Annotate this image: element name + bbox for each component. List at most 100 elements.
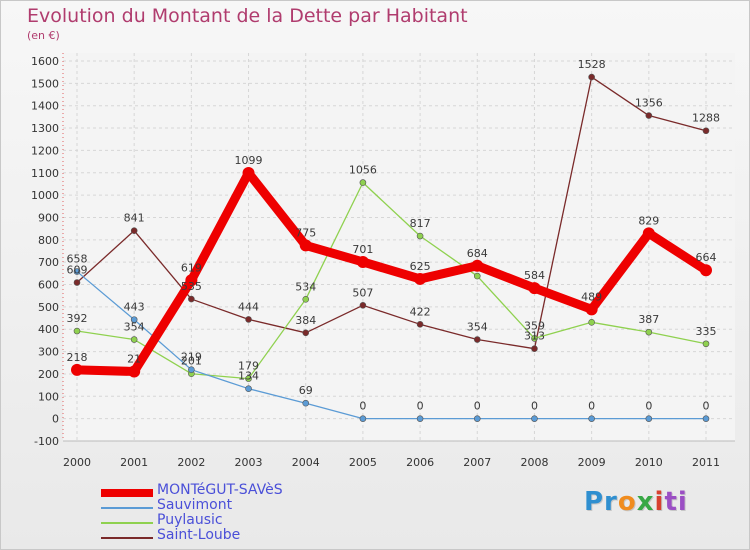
- y-tick-label: 600: [38, 279, 59, 292]
- data-label: 0: [703, 400, 710, 413]
- y-tick-label: 300: [38, 346, 59, 359]
- data-label: 701: [352, 243, 373, 256]
- data-point: [245, 385, 252, 392]
- data-label: 0: [417, 400, 424, 413]
- x-tick-label: 2011: [692, 456, 720, 469]
- data-point: [702, 415, 710, 422]
- data-point: [359, 302, 367, 309]
- legend-swatch: [101, 489, 153, 497]
- data-label: 354: [467, 321, 488, 334]
- data-label: 335: [696, 325, 717, 338]
- y-tick-label: 0: [52, 413, 59, 426]
- data-point: [645, 112, 653, 119]
- data-label: 359: [524, 319, 545, 332]
- data-point: [416, 321, 424, 328]
- legend-label: Puylausic: [157, 512, 223, 528]
- x-tick-label: 2007: [463, 456, 491, 469]
- data-label: 1056: [349, 164, 377, 177]
- x-tick-label: 2010: [635, 456, 663, 469]
- data-label: 387: [638, 313, 659, 326]
- series-line: [76, 181, 707, 380]
- data-point: [242, 166, 255, 179]
- data-label: 534: [295, 280, 316, 293]
- data-label: 507: [352, 286, 373, 299]
- data-label: 841: [124, 212, 145, 225]
- data-label: 201: [181, 355, 202, 368]
- y-tick-label: 1300: [31, 122, 59, 135]
- data-point: [473, 272, 481, 280]
- y-tick-label: 100: [38, 390, 59, 403]
- data-point: [71, 363, 83, 376]
- data-point: [588, 319, 595, 326]
- data-label: 1356: [635, 97, 663, 110]
- data-label: 354: [124, 321, 145, 334]
- data-label: 489: [581, 290, 602, 303]
- data-point: [130, 336, 138, 343]
- data-point: [188, 295, 195, 303]
- plot-area: [63, 53, 735, 441]
- legend-swatch: [101, 507, 153, 509]
- data-label: 443: [124, 301, 145, 314]
- data-label: 0: [474, 400, 481, 413]
- data-point: [188, 366, 195, 373]
- y-tick-label: 800: [38, 234, 59, 247]
- data-point: [128, 365, 141, 378]
- x-tick-label: 2005: [349, 456, 377, 469]
- data-point: [299, 239, 312, 252]
- y-tick-label: 400: [38, 323, 59, 336]
- data-point: [528, 282, 541, 295]
- proxiti-logo: Proxiti: [584, 487, 688, 517]
- series-line: [72, 168, 711, 376]
- data-point: [302, 329, 310, 337]
- x-tick-label: 2009: [578, 456, 606, 469]
- data-point: [356, 255, 369, 268]
- data-point: [73, 268, 81, 275]
- data-point: [585, 303, 598, 316]
- data-point: [302, 295, 310, 303]
- data-label: 684: [467, 247, 488, 260]
- data-label: 179: [238, 360, 259, 373]
- x-tick-label: 2008: [520, 456, 548, 469]
- data-label: 0: [359, 400, 366, 413]
- legend-label: Sauvimont: [157, 497, 233, 513]
- x-tick-label: 2002: [177, 456, 205, 469]
- data-label: 619: [181, 261, 202, 274]
- data-point: [473, 336, 481, 343]
- y-tick-label: 700: [38, 256, 59, 269]
- x-tick-label: 2000: [63, 456, 91, 469]
- chart-unit-label: (en €): [27, 29, 60, 42]
- data-point: [702, 127, 710, 135]
- data-label: 664: [696, 251, 717, 264]
- y-tick-label: 500: [38, 301, 59, 314]
- data-point: [531, 345, 538, 352]
- data-point: [531, 335, 538, 342]
- data-point: [642, 227, 655, 240]
- y-tick-label: 200: [38, 368, 59, 381]
- legend-label: MONTéGUT-SAVèS: [157, 482, 283, 498]
- data-point: [185, 274, 198, 287]
- legend-swatch: [101, 522, 153, 524]
- x-tick-label: 2001: [120, 456, 148, 469]
- x-tick-label: 2004: [292, 456, 320, 469]
- y-tick-label: 1000: [31, 189, 59, 202]
- data-point: [416, 415, 424, 422]
- data-label: 584: [524, 269, 545, 282]
- data-label: 384: [295, 314, 316, 327]
- data-point: [473, 415, 481, 422]
- data-label: 313: [524, 330, 545, 343]
- data-label: 0: [645, 400, 652, 413]
- data-point: [588, 415, 595, 422]
- data-label: 625: [410, 260, 431, 273]
- y-tick-label: 900: [38, 211, 59, 224]
- data-label: 817: [410, 217, 431, 230]
- data-label: 21: [127, 352, 141, 365]
- data-label: 422: [410, 305, 431, 318]
- data-point: [645, 415, 653, 422]
- y-tick-label: 1100: [31, 167, 59, 180]
- data-label: 218: [67, 351, 88, 364]
- data-point: [414, 272, 427, 285]
- y-tick-label: -100: [34, 435, 59, 448]
- y-tick-label: 1600: [31, 55, 59, 68]
- data-label: 1528: [578, 58, 606, 71]
- data-point: [130, 316, 138, 323]
